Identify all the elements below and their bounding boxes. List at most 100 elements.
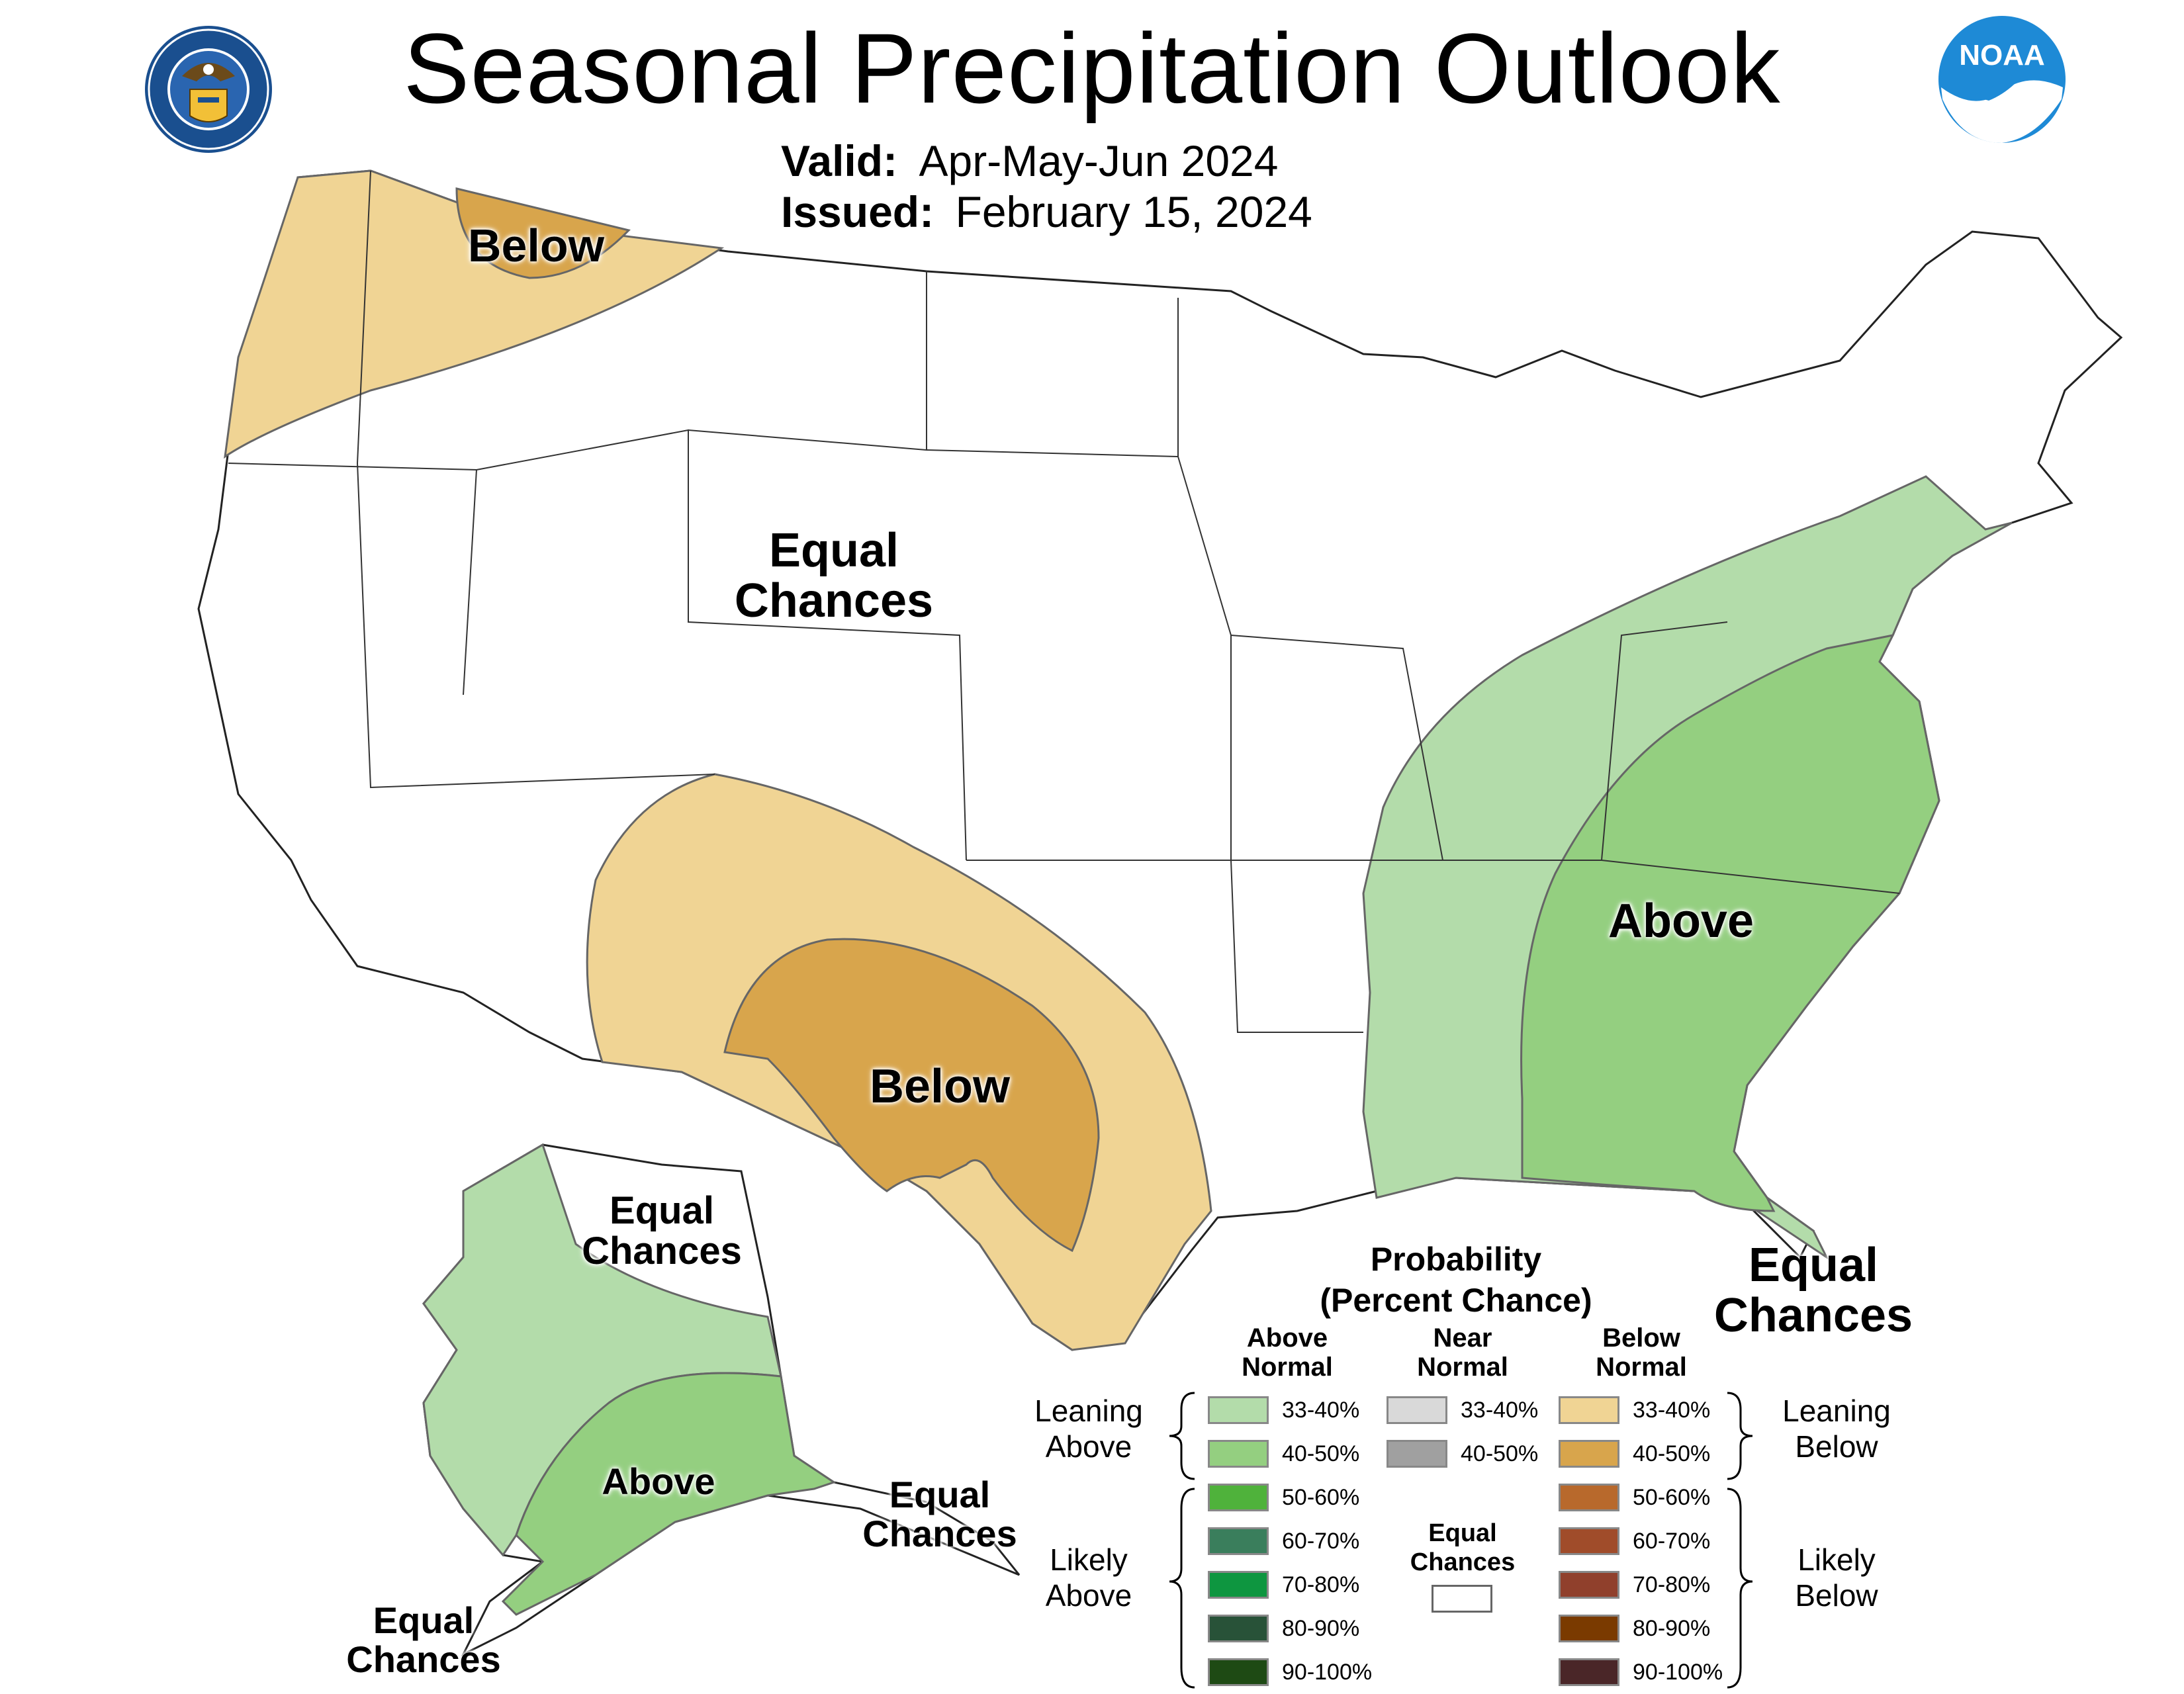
legend-likely-above-line1: Likely [1050,1542,1128,1577]
legend-above-swatch [1208,1658,1269,1686]
legend-col-below: Below Normal [1562,1323,1721,1382]
label-ak-sw-line2: Chances [346,1638,501,1680]
legend-col-near: Near Normal [1383,1323,1542,1382]
label-ak-sw-equal-chances: Equal Chances [331,1601,516,1679]
legend-above-label: 50-60% [1282,1485,1360,1510]
legend-below-swatch [1559,1571,1619,1599]
legend-near-swatch [1387,1396,1447,1424]
issued-line: Issued: February 15, 2024 [781,187,1312,237]
legend-above-label: 90-100% [1282,1660,1373,1685]
label-ak-sw-line1: Equal [373,1599,475,1641]
label-ak-north-line1: Equal [610,1189,714,1232]
legend-above-label: 33-40% [1282,1398,1360,1423]
legend-equal-chances-line1: Equal [1428,1519,1497,1547]
sw-below-40-50 [723,938,1100,1253]
legend-equal-chances: Equal Chances [1383,1519,1542,1577]
legend-likely-below: Likely Below [1760,1542,1913,1613]
legend-leaning-below: Leaning Below [1760,1393,1913,1464]
legend-col-near-line2: Normal [1417,1353,1508,1382]
legend-above-swatches: 33-40% 40-50% 50-60% 60-70% 70-80% 80-90% 90-1… [1208,1396,1380,1687]
legend-above-swatch [1208,1484,1269,1511]
alaska-above-40-50 [501,1372,837,1616]
legend-leaning-below-line2: Below [1795,1429,1878,1464]
legend-below-swatch [1559,1396,1619,1424]
legend-title: Probability (Percent Chance) [1257,1239,1655,1321]
legend-near-swatch [1387,1440,1447,1468]
label-ak-se-line1: Equal [889,1474,991,1515]
label-nw-below: Below [467,220,605,271]
nw-below-40-50 [455,187,631,279]
legend-below-label: 80-90% [1633,1616,1711,1641]
legend-leaning-below-line1: Leaning [1782,1394,1891,1428]
department-of-commerce-seal-icon [145,26,272,153]
label-ak-se-equal-chances: Equal Chances [847,1474,1032,1554]
legend-below-swatch [1559,1527,1619,1555]
legend-above-label: 40-50% [1282,1441,1360,1466]
label-ak-north-line2: Chances [582,1229,742,1272]
legend-likely-below-line2: Below [1795,1578,1878,1613]
legend-below-swatch [1559,1658,1619,1686]
label-center-line2: Chances [734,574,934,627]
se-above-40-50 [1520,633,1940,1212]
legend-above-swatch [1208,1571,1269,1599]
legend-below-label: 40-50% [1633,1441,1711,1466]
legend-above-swatch [1208,1615,1269,1642]
legend-near-label: 40-50% [1461,1441,1539,1466]
legend-above-label: 60-70% [1282,1529,1360,1554]
legend-above-swatch [1208,1396,1269,1424]
legend-leaning-above: Leaning Above [1013,1393,1165,1464]
legend-col-above: Above Normal [1208,1323,1367,1382]
label-sw-below: Below [869,1060,1011,1113]
label-ak-above: Above [602,1460,715,1502]
legend-below-swatches: 33-40% 40-50% 50-60% 60-70% 70-80% 80-90% 90-1… [1559,1396,1731,1687]
legend-col-above-line2: Normal [1242,1353,1333,1382]
legend-title-line2: (Percent Chance) [1320,1282,1592,1319]
legend-above-swatch [1208,1440,1269,1468]
label-florida-equal-chances: Equal Chances [1688,1239,1939,1342]
legend-below-swatch [1559,1615,1619,1642]
legend-likely-above-line2: Above [1045,1578,1132,1613]
legend-below-label: 70-80% [1633,1572,1711,1597]
legend-col-above-line1: Above [1246,1323,1328,1353]
valid-line: Valid: Apr-May-Jun 2024 [781,136,1278,186]
state-boundaries [228,170,1900,1033]
legend-near-label: 33-40% [1461,1398,1539,1423]
legend-right-braces [1727,1392,1753,1689]
issued-label: Issued: [781,187,934,236]
legend-title-line1: Probability [1370,1241,1542,1278]
legend-col-below-line2: Normal [1596,1353,1687,1382]
label-ak-se-line2: Chances [862,1512,1017,1554]
legend-below-swatch [1559,1484,1619,1511]
label-ak-north-equal-chances: Equal Chances [569,1189,754,1272]
label-florida-line2: Chances [1713,1288,1913,1342]
legend-below-label: 33-40% [1633,1398,1711,1423]
legend-equal-chances-line2: Chances [1410,1548,1516,1576]
legend-above-label: 80-90% [1282,1616,1360,1641]
legend-col-below-line1: Below [1602,1323,1680,1353]
map-title: Seasonal Precipitation Outlook [403,13,1781,124]
legend-above-swatch [1208,1527,1269,1555]
label-center-equal-chances: Equal Chances [721,524,946,627]
legend-near-swatches: 33-40% 40-50% [1387,1396,1559,1476]
label-se-above: Above [1608,895,1754,948]
noaa-logo-icon: NOAA [1938,16,2066,143]
legend-below-swatch [1559,1440,1619,1468]
legend-col-near-line1: Near [1433,1323,1492,1353]
label-florida-line1: Equal [1748,1239,1879,1292]
label-center-line1: Equal [768,524,899,577]
valid-label: Valid: [781,136,898,185]
legend-likely-above: Likely Above [1013,1542,1165,1613]
legend-below-label: 50-60% [1633,1485,1711,1510]
issued-value: February 15, 2024 [955,187,1312,236]
legend-likely-below-line1: Likely [1797,1542,1876,1577]
legend-below-label: 90-100% [1633,1660,1723,1685]
legend-equal-chances-swatch [1432,1585,1492,1613]
legend-leaning-above-line2: Above [1045,1429,1132,1464]
legend-left-braces [1169,1392,1195,1689]
legend-above-label: 70-80% [1282,1572,1360,1597]
legend-leaning-above-line1: Leaning [1034,1394,1143,1428]
valid-value: Apr-May-Jun 2024 [919,136,1279,185]
legend-below-label: 60-70% [1633,1529,1711,1554]
noaa-logo-text: NOAA [1959,39,2045,71]
